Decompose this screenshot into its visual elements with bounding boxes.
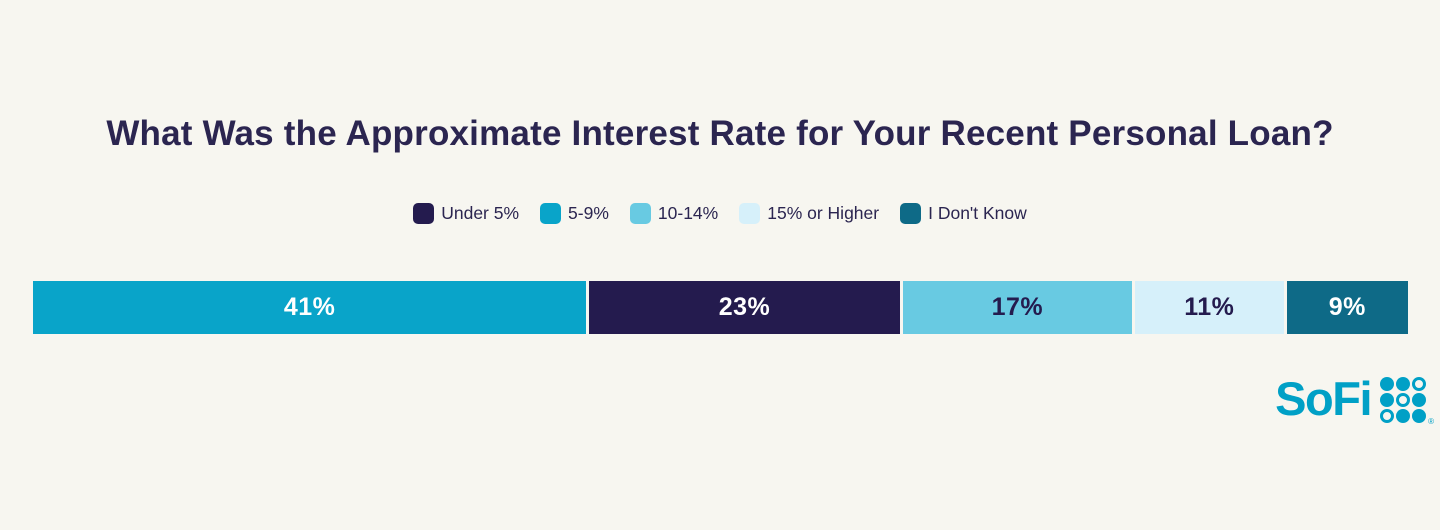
logo-dot-outlined bbox=[1380, 409, 1394, 423]
legend-label: 5-9% bbox=[568, 203, 609, 223]
legend-item-under-5: Under 5% bbox=[413, 203, 519, 224]
legend: Under 5% 5-9% 10-14% 15% or Higher I Don't K… bbox=[0, 203, 1440, 224]
logo-dot-filled bbox=[1396, 409, 1410, 423]
segment-value-label: 23% bbox=[718, 293, 771, 321]
bar-segment-10-14: 17% bbox=[902, 281, 1133, 334]
legend-swatch-icon bbox=[540, 203, 562, 224]
legend-swatch-icon bbox=[739, 203, 761, 224]
logo-dot-filled bbox=[1380, 393, 1394, 407]
legend-swatch-icon bbox=[900, 203, 922, 224]
legend-label: Under 5% bbox=[441, 203, 520, 223]
bar-segment-5-9: 41% bbox=[33, 281, 587, 334]
legend-item-i-don-t-know: I Don't Know bbox=[900, 203, 1027, 224]
legend-label: 15% or Higher bbox=[767, 203, 880, 223]
sofi-logo-dots-icon: ® bbox=[1380, 377, 1434, 426]
segment-value-label: 41% bbox=[283, 293, 336, 321]
legend-swatch-icon bbox=[413, 203, 435, 224]
bar-segment-under-5: 23% bbox=[589, 281, 900, 334]
segment-value-label: 11% bbox=[1184, 293, 1235, 321]
logo-dot-filled bbox=[1380, 377, 1394, 391]
bar-segment-15-or-higher: 11% bbox=[1135, 281, 1284, 334]
logo-dot-outlined bbox=[1412, 377, 1426, 391]
segment-value-label: 9% bbox=[1328, 293, 1366, 321]
logo-dot-filled bbox=[1396, 377, 1410, 391]
chart-title: What Was the Approximate Interest Rate f… bbox=[106, 114, 1334, 153]
stacked-bar: 41% 23% 17% 11% 9% bbox=[33, 281, 1409, 334]
bar-segment-i-don-t-know: 9% bbox=[1286, 281, 1409, 334]
legend-swatch-icon bbox=[629, 203, 651, 224]
logo-dot-filled bbox=[1412, 393, 1426, 407]
legend-item-10-14: 10-14% bbox=[629, 203, 719, 224]
legend-label: I Don't Know bbox=[928, 203, 1027, 223]
logo-dot-outlined bbox=[1396, 393, 1410, 407]
legend-item-15-or-higher: 15% or Higher bbox=[739, 203, 879, 224]
legend-label: 10-14% bbox=[657, 203, 719, 223]
segment-value-label: 17% bbox=[991, 293, 1044, 321]
legend-item-5-9: 5-9% bbox=[540, 203, 609, 224]
sofi-logo: SoFi ® bbox=[1275, 372, 1434, 426]
sofi-logo-text: SoFi bbox=[1275, 372, 1372, 425]
registered-trademark-symbol: ® bbox=[1428, 417, 1434, 426]
logo-dot-filled bbox=[1412, 409, 1426, 423]
